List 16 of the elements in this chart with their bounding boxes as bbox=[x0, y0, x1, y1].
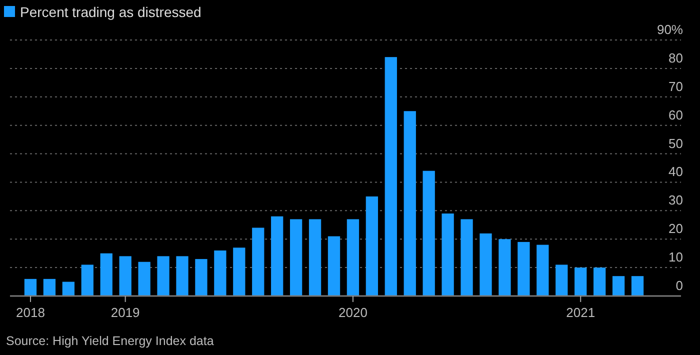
x-tick-label: 2020 bbox=[338, 305, 368, 320]
y-tick-label: 10 bbox=[668, 250, 683, 265]
legend-label: Percent trading as distressed bbox=[20, 4, 202, 20]
y-tick-label: 40 bbox=[668, 164, 683, 180]
y-tick-label: 0 bbox=[676, 278, 683, 293]
y-tick-label: 30 bbox=[668, 192, 683, 208]
y-tick-label: 70 bbox=[668, 78, 683, 94]
y-tick-label: 90% bbox=[656, 22, 684, 37]
y-tick-label: 50 bbox=[668, 136, 683, 151]
source-note: Source: High Yield Energy Index data bbox=[6, 334, 214, 348]
y-tick-label: 60 bbox=[668, 107, 683, 122]
x-tick-label: 2021 bbox=[566, 305, 596, 320]
x-tick-label: 2018 bbox=[16, 305, 45, 320]
x-tick-label: 2019 bbox=[110, 305, 140, 320]
y-tick-label: 80 bbox=[668, 50, 683, 66]
y-tick-label: 20 bbox=[668, 221, 683, 236]
